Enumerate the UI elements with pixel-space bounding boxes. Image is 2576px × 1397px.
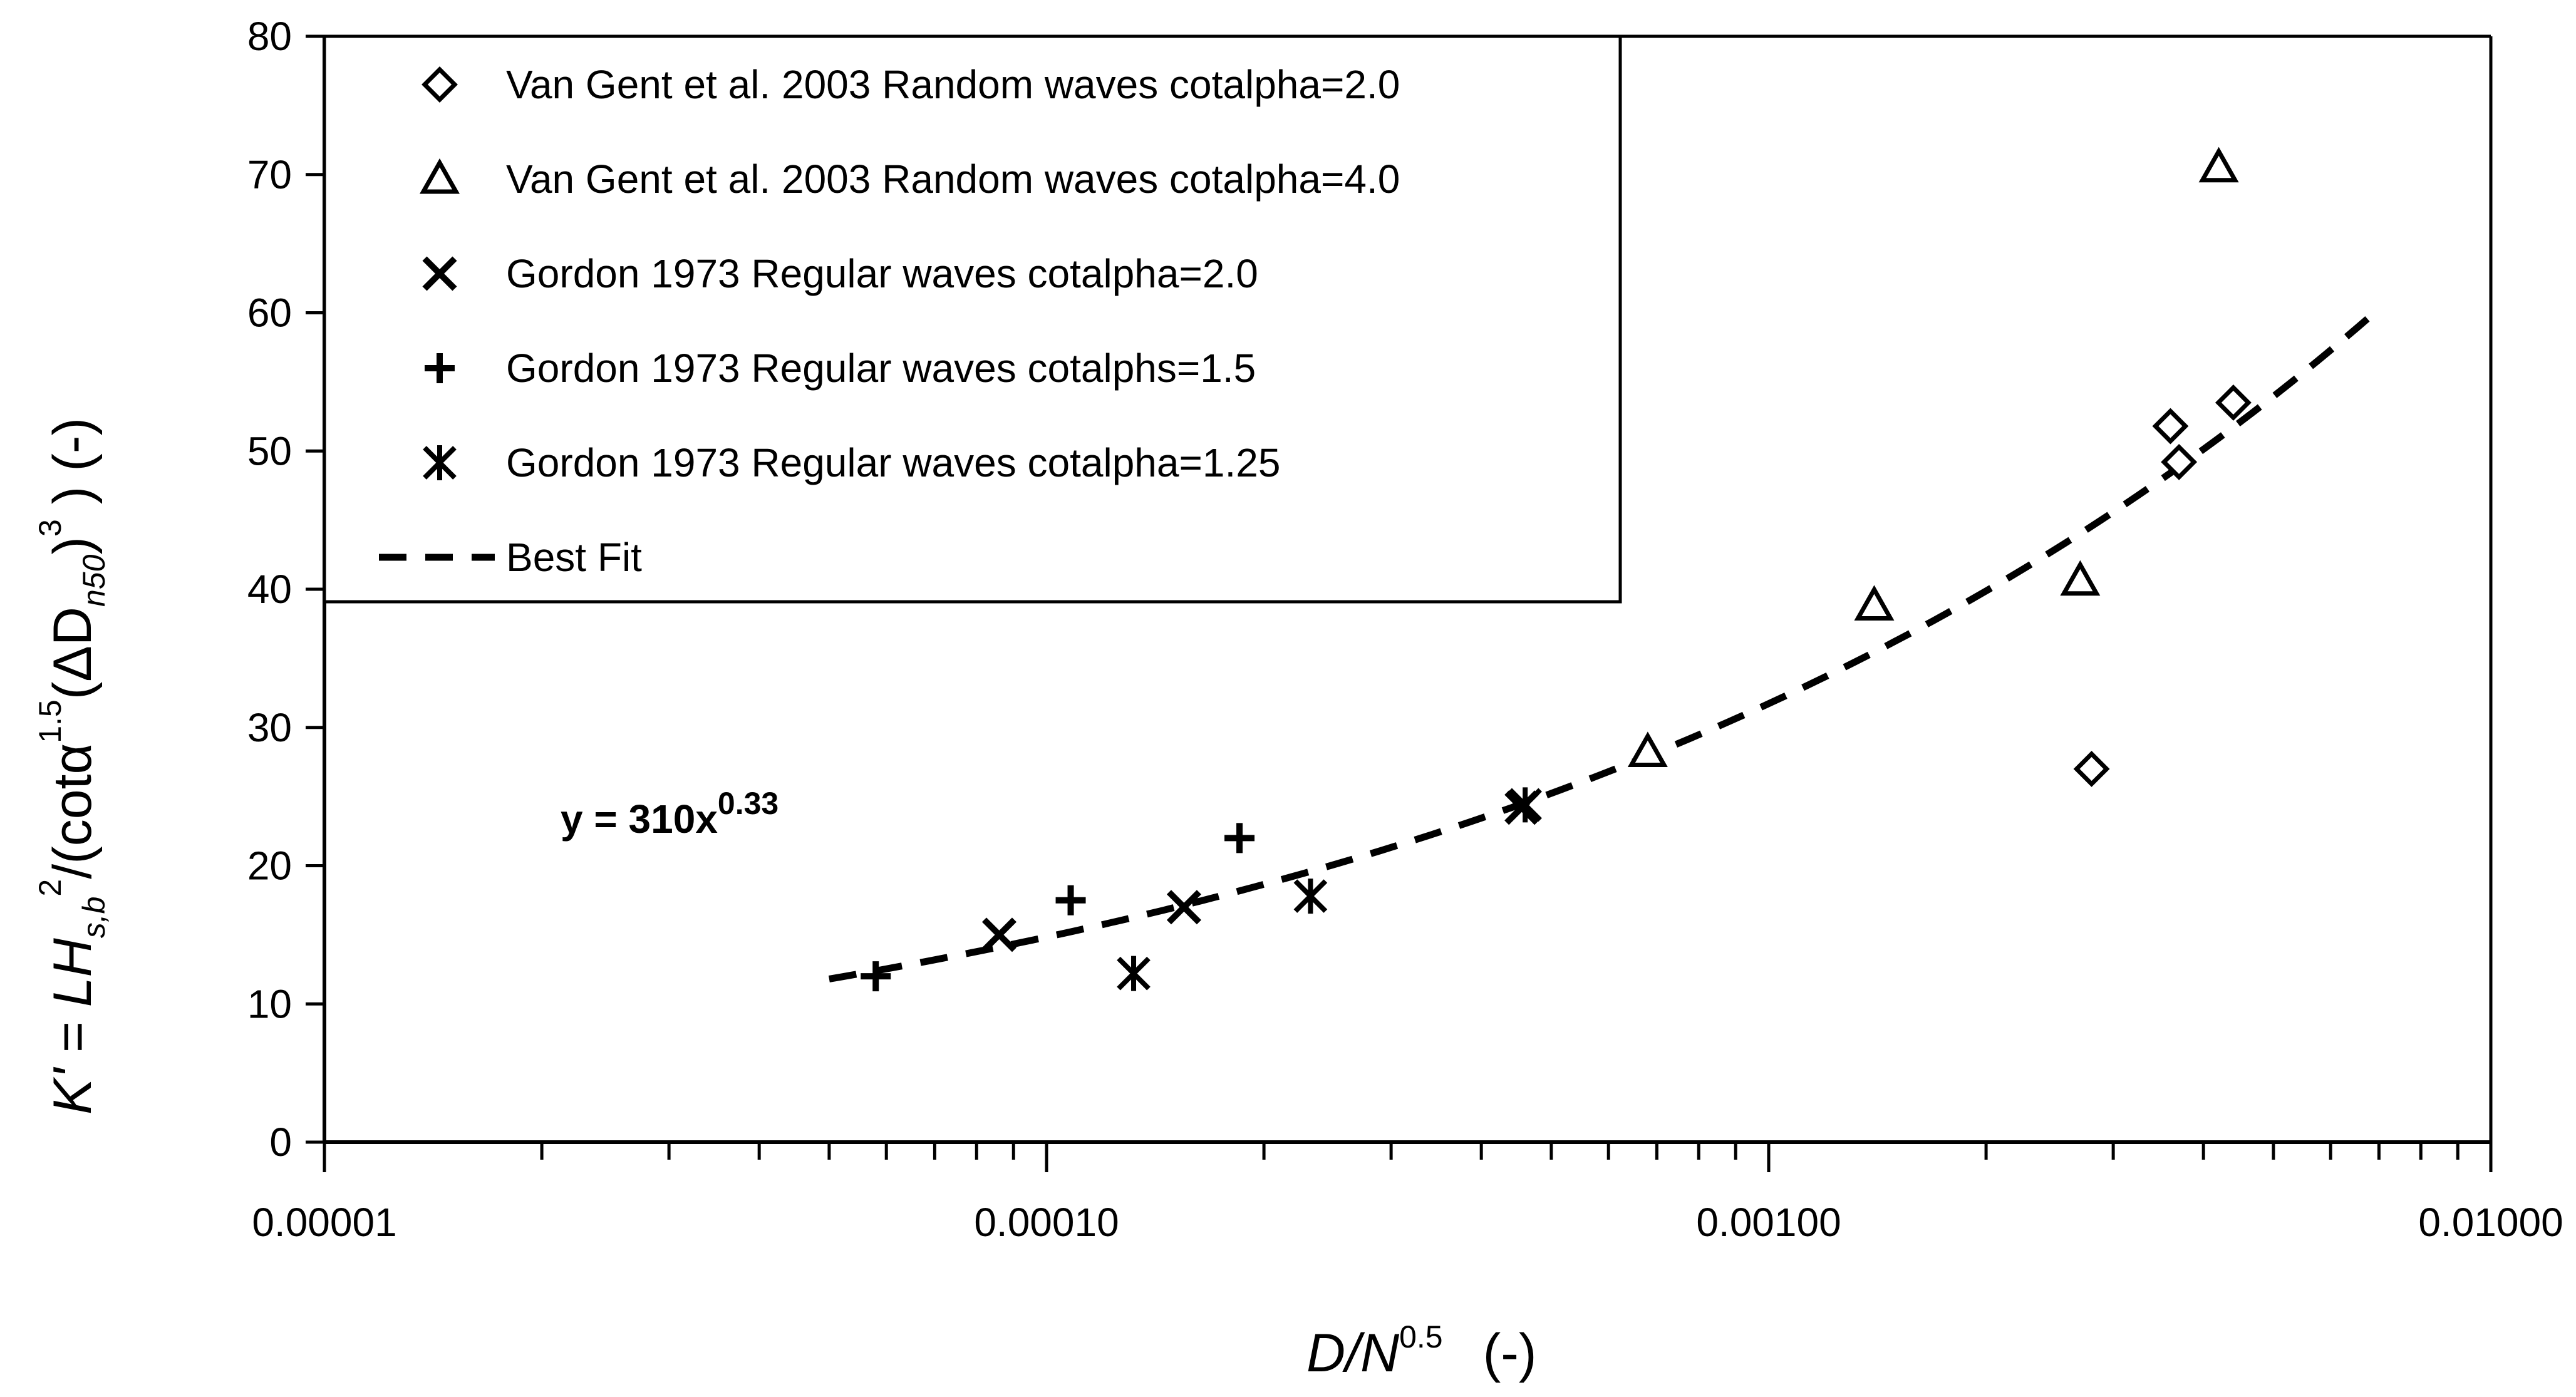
x-axis-title: D/N0.5 (-)	[1306, 1319, 1537, 1383]
diamond-shape	[2073, 751, 2110, 787]
y-axis-title-sub3: n50	[76, 554, 111, 607]
x-axis-title-main: D/N	[1306, 1323, 1400, 1383]
data-point-x-2-1	[1166, 890, 1201, 925]
data-point-plus-3-1	[1055, 885, 1086, 915]
y-tick-label: 10	[247, 981, 292, 1026]
legend-label: Gordon 1973 Regular waves cotalpha=1.25	[506, 440, 1280, 485]
triangle-shape	[2198, 147, 2239, 183]
y-tick-label: 80	[247, 14, 292, 59]
best-fit-layer	[828, 314, 2372, 982]
data-point-plus-3-0	[861, 961, 891, 992]
legend-label: Van Gent et al. 2003 Random waves cotalp…	[506, 157, 1400, 202]
data-point-triangle-1-1	[1854, 585, 1895, 621]
data-point-asterisk-4-0	[1117, 956, 1151, 991]
legend-symbol-asterisk	[423, 445, 457, 480]
asterisk-shape	[423, 445, 457, 480]
fit-equation: y = 310x0.33	[561, 786, 778, 842]
legend-label: Van Gent et al. 2003 Random waves cotalp…	[506, 62, 1400, 107]
legend-symbol-triangle	[420, 158, 460, 194]
plus-shape	[861, 961, 891, 992]
x-tick-label: 0.00001	[252, 1200, 396, 1245]
asterisk-shape	[1508, 787, 1542, 823]
x-axis-title-unit: (-)	[1483, 1323, 1537, 1383]
y-axis-title-sup2: 1.5	[33, 699, 68, 743]
plus-shape	[1055, 885, 1086, 915]
diamond-shape	[2215, 384, 2252, 421]
y-axis-title-part2: /(cotα	[43, 743, 103, 879]
data-point-asterisk-4-2	[1508, 787, 1542, 823]
data-point-diamond-0-3	[2215, 384, 2252, 421]
triangle-shape	[2060, 560, 2101, 596]
data-point-diamond-0-1	[2152, 408, 2189, 445]
data-point-asterisk-4-1	[1293, 879, 1328, 914]
y-axis-title-sup1: 2	[33, 879, 68, 897]
fit-equation-exponent: 0.33	[718, 786, 778, 821]
x-tick-label: 0.00100	[1696, 1200, 1841, 1245]
x-tick-label: 0.00010	[974, 1200, 1119, 1245]
diamond-shape	[2161, 443, 2198, 480]
y-tick-label: 0	[269, 1120, 292, 1165]
x-ticks: 0.00001 0.00010 0.00100 0.01000	[252, 1142, 2563, 1245]
triangle-shape	[420, 158, 460, 194]
y-tick-label: 70	[247, 152, 292, 197]
legend-symbol-diamond	[422, 66, 458, 103]
legend-symbol-x	[422, 256, 457, 291]
data-point-x-2-0	[981, 917, 1017, 952]
legend-items: Van Gent et al. 2003 Random waves cotalp…	[379, 62, 1400, 580]
y-axis-title-part4: )	[43, 537, 103, 555]
data-point-diamond-0-0	[2073, 751, 2110, 787]
plus-shape	[425, 353, 455, 383]
asterisk-shape	[1117, 956, 1151, 991]
x-shape	[422, 256, 457, 291]
plus-shape	[1224, 823, 1255, 853]
x-tick-label: 0.01000	[2418, 1200, 2563, 1245]
x-axis-title-exponent: 0.5	[1399, 1319, 1443, 1354]
legend-label: Gordon 1973 Regular waves cotalpha=2.0	[506, 251, 1258, 296]
y-axis-title: K' = LHs,b 2/(cotα1.5(ΔDn50)3 ) (-)	[33, 418, 111, 1115]
triangle-shape	[1627, 731, 1668, 767]
y-tick-label: 60	[247, 291, 292, 336]
data-point-triangle-1-0	[1627, 731, 1668, 767]
y-axis-title-part3: (ΔD	[43, 607, 103, 699]
y-tick-label: 50	[247, 428, 292, 473]
y-axis-title-part5: ) (-)	[43, 418, 103, 519]
y-tick-label: 30	[247, 705, 292, 750]
y-axis-title-sub1: s,b	[76, 897, 111, 939]
y-ticks: 0 10 20 30 40 50 60 70 80	[247, 14, 324, 1165]
y-axis-title-sup4: 3	[33, 519, 68, 537]
y-axis-title-part1: K' = LH	[43, 937, 103, 1115]
y-tick-label: 40	[247, 567, 292, 612]
fit-equation-base: y = 310x	[561, 796, 718, 842]
data-point-plus-3-2	[1224, 823, 1255, 853]
legend-label: Gordon 1973 Regular waves cotalphs=1.5	[506, 346, 1256, 391]
diamond-shape	[422, 66, 458, 103]
best-fit-line	[828, 314, 2372, 982]
data-point-diamond-0-2	[2161, 443, 2198, 480]
asterisk-shape	[1293, 879, 1328, 914]
diamond-shape	[2152, 408, 2189, 445]
y-tick-label: 20	[247, 843, 292, 889]
data-points-layer	[861, 147, 2252, 992]
legend: Van Gent et al. 2003 Random waves cotalp…	[323, 34, 1622, 604]
x-shape	[1166, 890, 1201, 925]
legend-label-best-fit: Best Fit	[506, 535, 642, 580]
legend-symbol-plus	[425, 353, 455, 383]
x-shape	[981, 917, 1017, 952]
legend-box	[323, 34, 1622, 604]
data-point-triangle-1-3	[2198, 147, 2239, 183]
triangle-shape	[1854, 585, 1895, 621]
data-point-triangle-1-2	[2060, 560, 2101, 596]
